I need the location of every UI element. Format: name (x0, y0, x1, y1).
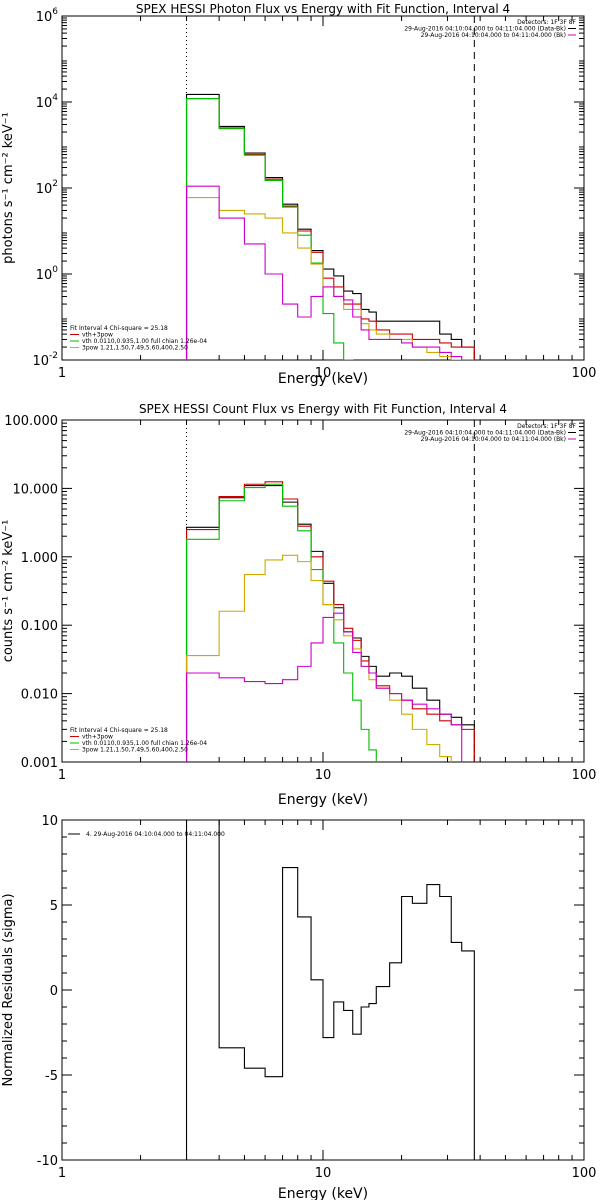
y-tick-label: 5 (50, 899, 58, 914)
x-tick-label: 100 (572, 768, 597, 783)
x-tick-label: 100 (572, 366, 597, 381)
legend-entry: 3pow 1.21,1.50,7.49,5.60,400,2.50 (82, 747, 188, 754)
legend-header: Fit Interval 4 Chi-square = 25.18 (70, 727, 168, 734)
series-line-2 (185, 481, 475, 762)
x-axis-label: Energy (keV) (278, 792, 368, 808)
series-line-1 (185, 820, 475, 1160)
chart-panel-3: 1 10 100 -10 -5 0 5 10 Energy (keV) Normalized Re… (1, 814, 596, 1200)
y-tick-label: 104 (36, 93, 59, 111)
x-tick-label: 1 (58, 366, 66, 381)
legend-header: Detectors: 1F 3F 8F (517, 423, 576, 430)
series-line-3 (185, 98, 475, 360)
legend-entry: vth 0.0110,0.935,1.00 full chian 1.26e-0… (82, 740, 207, 747)
x-tick-label: 10 (315, 1166, 332, 1181)
legend-bottom-left: Fit Interval 4 Chi-square = 25.18vth+3po… (70, 325, 207, 352)
y-tick-label: 0.100 (21, 619, 58, 634)
x-tick-label: 1 (58, 768, 66, 783)
y-tick-label: 0 (50, 984, 58, 999)
legend-entry: 29-Aug-2016 04:10:04.000 to 04:11:04.000… (404, 26, 566, 33)
y-tick-label: 0.010 (21, 688, 58, 703)
chart-panel-2: SPEX HESSI Count Flux vs Energy with Fit… (1, 402, 596, 808)
x-tick-label: 1 (58, 1166, 66, 1181)
series-line-5 (185, 185, 475, 360)
series-group (185, 820, 475, 1160)
x-axis-label: Energy (keV) (278, 371, 368, 387)
y-axis-label: photons s⁻¹ cm⁻² keV⁻¹ (1, 112, 16, 264)
legend-entry: 4. 29-Aug-2016 04:10:04.000 to 04:11:04.… (86, 831, 225, 838)
legend-entry: vth 0.0110,0.935,1.00 full chian 1.26e-0… (82, 338, 207, 345)
series-line-1 (185, 93, 475, 360)
series-line-3 (185, 483, 475, 762)
series-line-4 (185, 554, 475, 762)
legend-header: Detectors: 1F 3F 8F (517, 19, 576, 26)
y-tick-label: -10 (37, 1154, 58, 1169)
series-line-5 (185, 612, 475, 762)
y-tick-label: 1.000 (21, 551, 58, 566)
y-axis-label: counts s⁻¹ cm⁻² keV⁻¹ (1, 520, 16, 663)
y-tick-label: 10.000 (13, 482, 59, 497)
legend-note: 4. 29-Aug-2016 04:10:04.000 to 04:11:04.… (68, 831, 225, 838)
series-group (185, 93, 475, 360)
legend-entry: vth+3pow (82, 332, 113, 339)
chart-title: SPEX HESSI Photon Flux vs Energy with Fi… (136, 2, 510, 16)
x-tick-label: 10 (315, 768, 332, 783)
x-axis-label: Energy (keV) (278, 1186, 368, 1200)
series-line-4 (185, 196, 475, 360)
legend-entry: 29-Aug-2016 04:10:04.000 to 04:11:04.000… (421, 436, 566, 443)
y-tick-label: 10 (41, 814, 58, 829)
legend-header: Fit Interval 4 Chi-square = 25.18 (70, 325, 168, 332)
series-line-1 (185, 485, 475, 762)
y-axis-label: Normalized Residuals (sigma) (1, 893, 16, 1086)
legend-bottom-left: Fit Interval 4 Chi-square = 25.18vth+3po… (70, 727, 207, 754)
chart-title: SPEX HESSI Count Flux vs Energy with Fit… (139, 402, 507, 416)
y-tick-label: 0.001 (21, 756, 58, 771)
legend-entry: 29-Aug-2016 04:10:04.000 to 04:11:04.000… (404, 430, 566, 437)
y-tick-label: 106 (36, 7, 59, 25)
y-tick-label: 100.000 (4, 414, 58, 429)
x-tick-label: 10 (315, 366, 332, 381)
legend-entry: vth+3pow (82, 734, 113, 741)
x-tick-label: 100 (572, 1166, 597, 1181)
y-tick-label: 100 (36, 265, 59, 283)
series-group (185, 481, 475, 762)
legend-entry: 3pow 1.21,1.50,7.49,5.60,400,2.50 (82, 345, 188, 352)
chart-panel-1: SPEX HESSI Photon Flux vs Energy with Fi… (1, 2, 597, 387)
y-tick-label: 102 (36, 179, 58, 197)
y-tick-label: 10-2 (32, 351, 58, 369)
legend-entry: 29-Aug-2016 04:10:04.000 to 04:11:04.000… (421, 32, 566, 39)
y-tick-label: -5 (45, 1069, 58, 1084)
